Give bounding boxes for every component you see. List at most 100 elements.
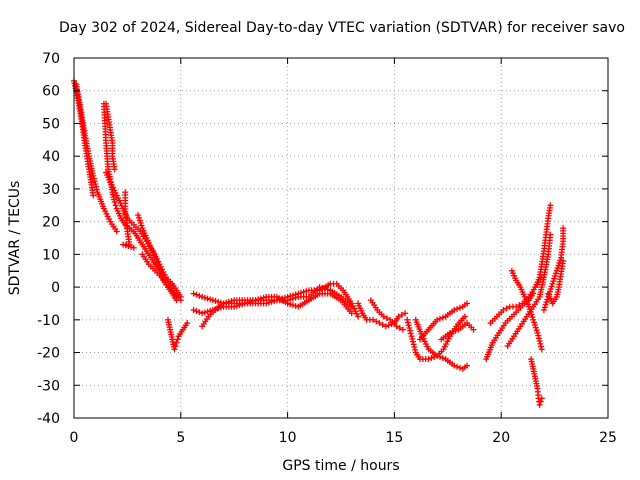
data-point-interp: [439, 355, 446, 361]
data-point: [355, 313, 362, 320]
data-point: [190, 307, 197, 313]
data-point-interp: [404, 319, 411, 326]
data-point-interp: [431, 353, 438, 360]
data-point-interp: [449, 328, 456, 335]
data-point: [90, 192, 97, 199]
y-tick-label: -10: [37, 313, 60, 329]
x-axis-label: GPS time / hours: [282, 458, 399, 474]
data-point: [252, 297, 259, 304]
data-point-interp: [125, 243, 132, 250]
data-point: [538, 346, 545, 353]
data-point: [461, 313, 468, 320]
data-points: [71, 77, 567, 408]
data-point: [348, 310, 355, 317]
data-point: [231, 303, 238, 310]
data-point: [382, 323, 389, 330]
data-point-interp: [373, 318, 380, 325]
data-point: [451, 362, 458, 369]
y-tick-label: 10: [42, 247, 60, 263]
data-point-interp: [396, 325, 403, 331]
data-point: [538, 395, 545, 402]
data-point: [199, 293, 206, 300]
data-point-interp: [201, 294, 208, 301]
data-point: [425, 356, 432, 363]
data-point: [547, 202, 554, 209]
data-point-interp: [409, 335, 416, 342]
data-point: [348, 303, 355, 310]
data-point-interp: [535, 332, 542, 339]
x-tick-label: 0: [70, 430, 79, 446]
x-tick-label: 20: [492, 430, 510, 446]
data-point-interp: [406, 325, 413, 331]
data-point: [393, 323, 400, 330]
data-point-interp: [90, 175, 97, 182]
x-tick-labels: 0 5 10 15 20 25: [70, 430, 617, 446]
x-tick-label: 25: [599, 430, 617, 446]
y-tick-label: -20: [37, 346, 60, 362]
data-point-interp: [212, 298, 219, 304]
data-point: [536, 401, 543, 408]
data-point-interp: [383, 315, 390, 322]
data-point-interp: [289, 295, 296, 302]
data-point-interp: [172, 343, 179, 349]
data-point: [263, 300, 270, 307]
data-point-interp: [287, 301, 294, 308]
data-point-interp: [215, 298, 222, 305]
data-point-interp: [228, 298, 235, 304]
data-point: [184, 320, 191, 327]
y-axis-label: SDTVAR / TECUs: [7, 181, 23, 296]
chart-title: Day 302 of 2024, Sidereal Day-to-day VTE…: [59, 20, 625, 36]
data-point: [284, 300, 291, 307]
data-point: [190, 290, 197, 297]
data-point: [399, 326, 406, 333]
y-tick-label: -30: [37, 378, 60, 394]
data-point: [446, 329, 453, 336]
data-point: [470, 326, 477, 333]
y-tick-label: 30: [42, 182, 60, 198]
data-point-interp: [503, 305, 510, 312]
data-point-interp: [407, 327, 414, 334]
data-point-interp: [409, 338, 416, 345]
data-point: [464, 300, 471, 307]
plot-frame: [73, 57, 609, 419]
data-point-interp: [225, 298, 232, 305]
data-point-interp: [385, 322, 392, 329]
data-point-interp: [454, 363, 461, 370]
y-tick-label: 70: [42, 51, 60, 67]
data-point: [380, 313, 387, 320]
data-point: [402, 310, 409, 317]
data-point: [434, 352, 441, 359]
y-tick-label: 0: [51, 280, 60, 296]
data-point-interp: [303, 288, 310, 295]
data-point-interp: [439, 314, 446, 321]
data-point: [534, 329, 541, 336]
data-point: [199, 310, 206, 317]
data-point: [500, 307, 507, 313]
data-point: [560, 225, 567, 232]
data-point-interp: [174, 336, 181, 343]
data-point: [404, 316, 411, 323]
data-point-interp: [265, 299, 272, 306]
data-point-interp: [201, 309, 208, 316]
data-point: [395, 313, 402, 320]
data-point-interp: [122, 242, 129, 249]
data-point-interp: [196, 309, 203, 316]
data-point-interp: [428, 355, 435, 361]
data-point-interp: [516, 302, 523, 309]
data-point-interp: [204, 308, 211, 315]
data-point-interp: [535, 335, 542, 342]
data-point-interp: [255, 296, 262, 303]
data-point-interp: [405, 322, 412, 329]
data-point-interp: [204, 295, 211, 302]
data-point-interp: [436, 353, 443, 360]
data-point-interp: [128, 244, 135, 250]
data-point: [209, 297, 216, 304]
data-point-interp: [257, 295, 264, 302]
y-tick-labels: -40 -30 -20 -10 0 10 20 30 40 50 60 70: [37, 51, 60, 427]
data-point: [464, 362, 471, 369]
y-tick-label: 50: [42, 116, 60, 132]
x-tick-label: 5: [176, 430, 185, 446]
data-point: [120, 241, 127, 248]
grid: [74, 58, 608, 418]
